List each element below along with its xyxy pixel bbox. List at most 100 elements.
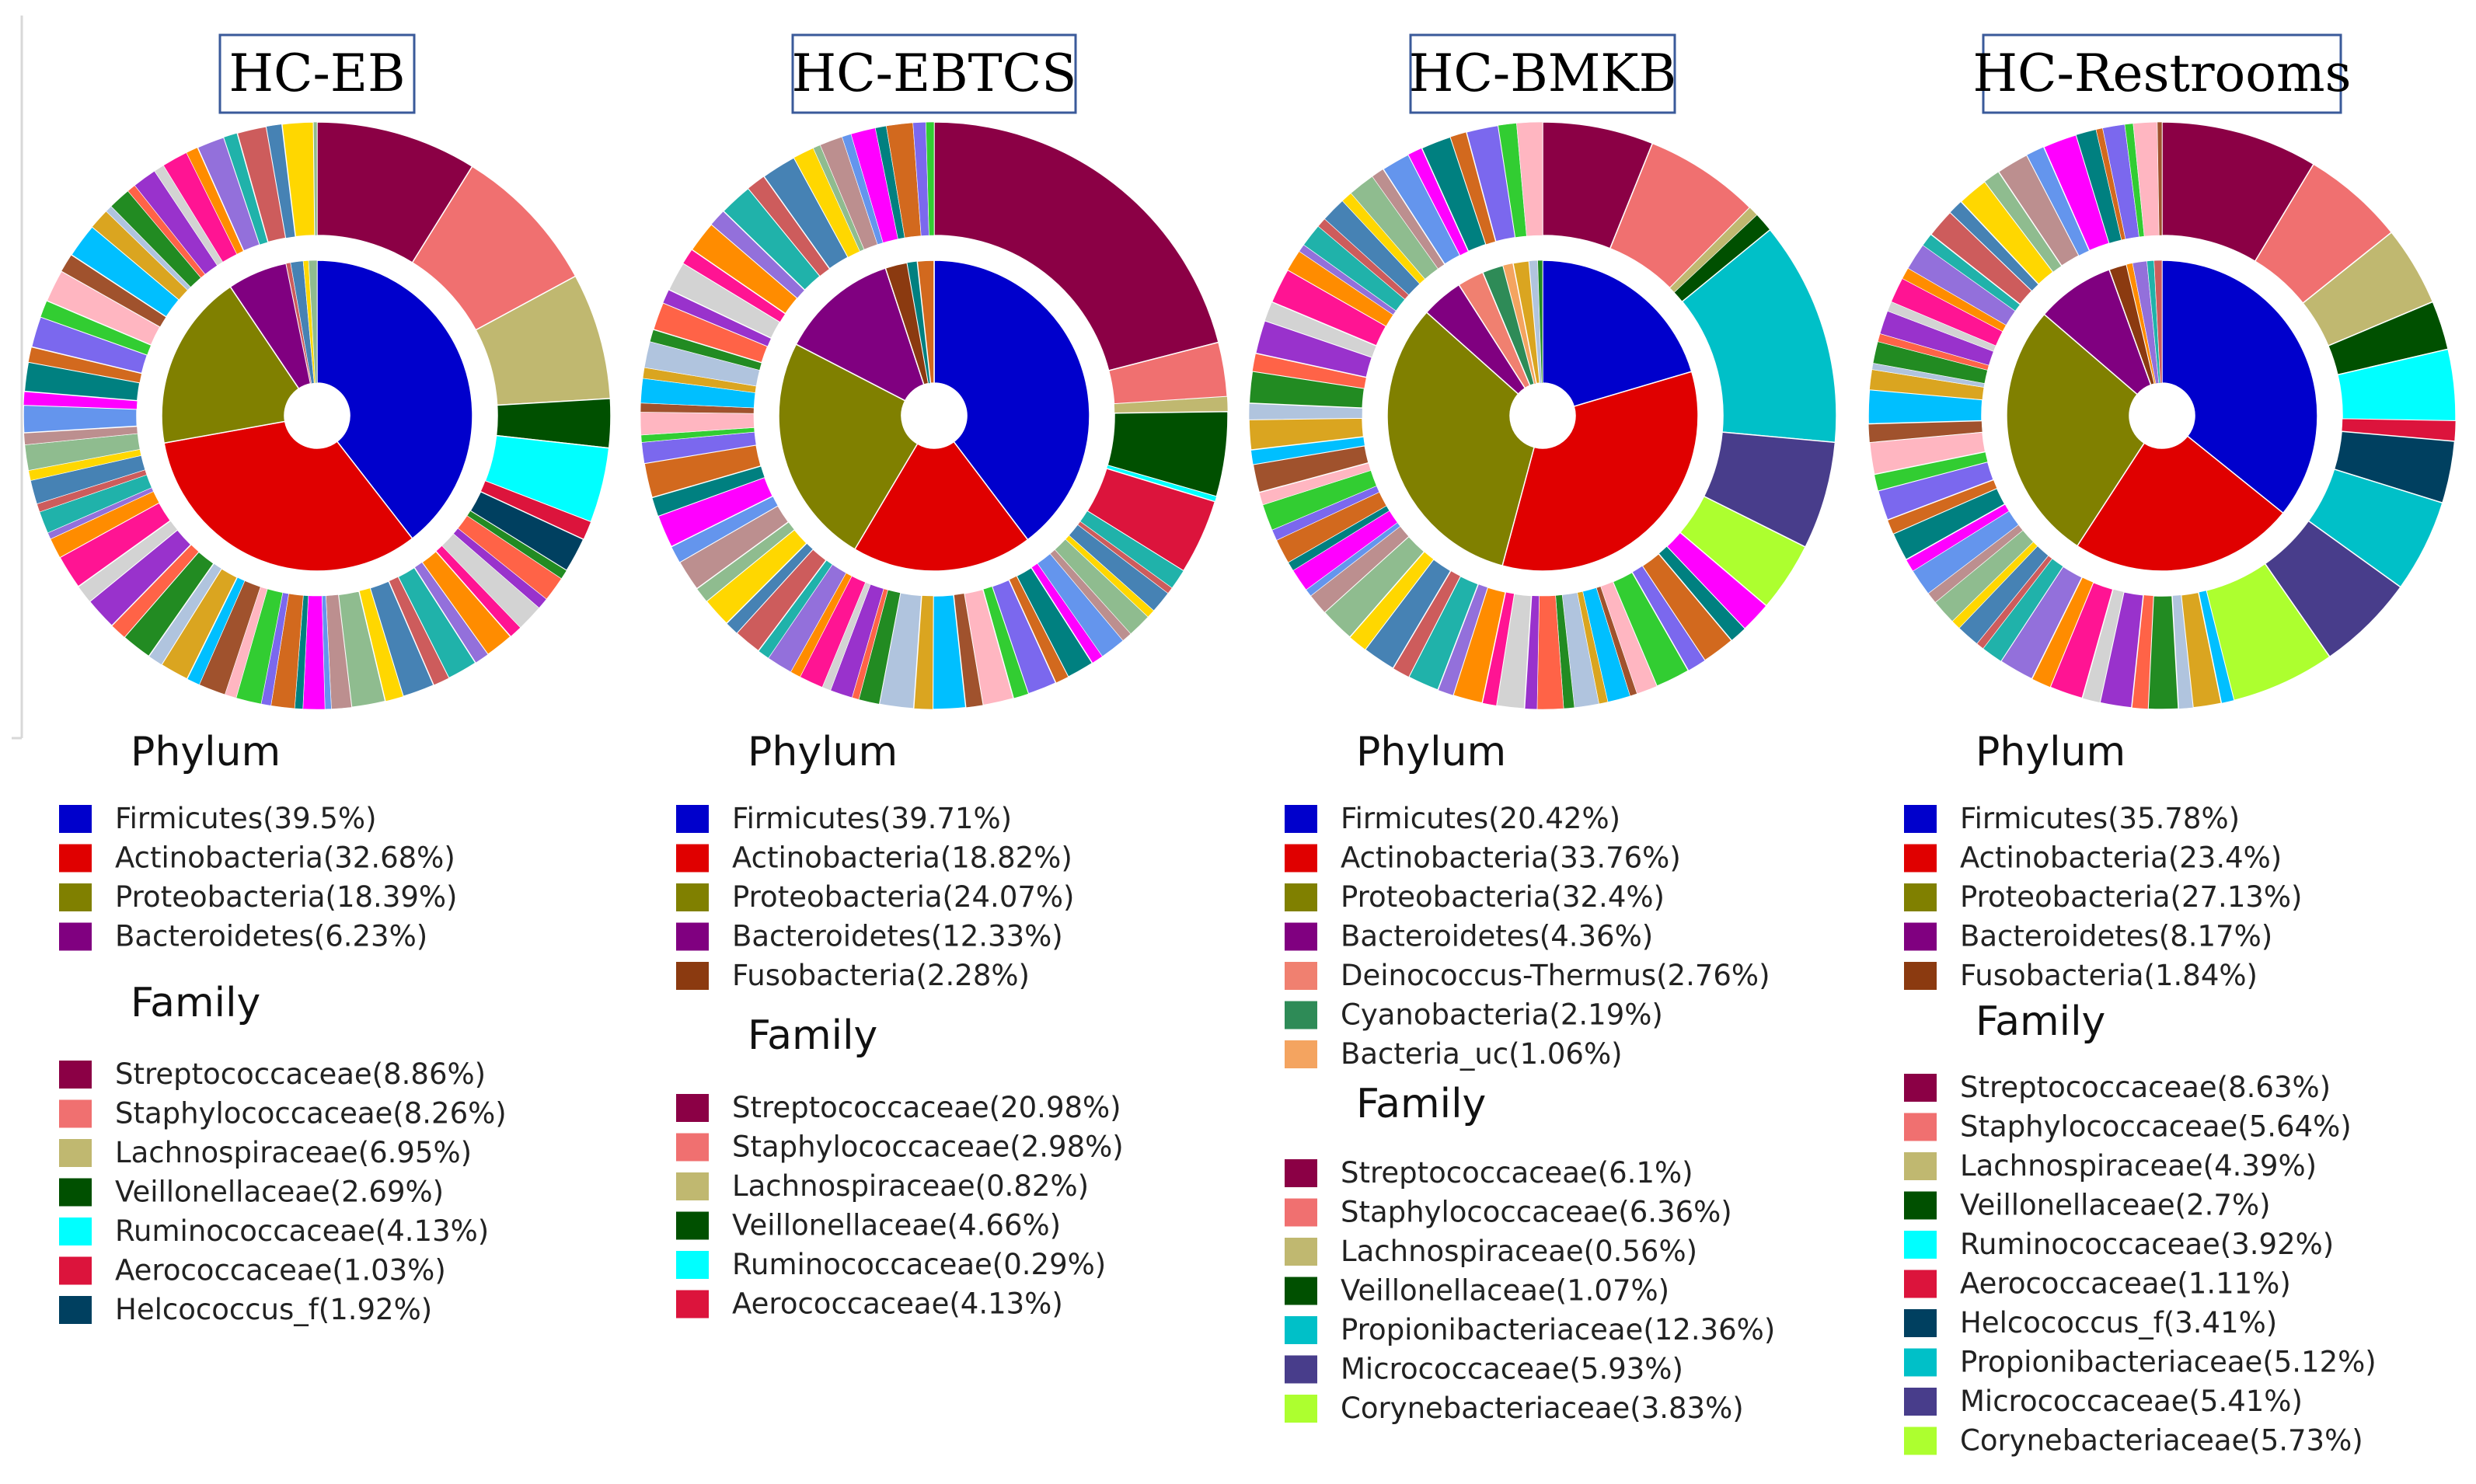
- phylum-slice-Firmicutes: [1542, 260, 1693, 408]
- family-legend-swatch: [1904, 1113, 1937, 1141]
- phylum-slice-Firmicutes: [316, 260, 473, 540]
- family-legend-swatch: [59, 1296, 92, 1324]
- panel-1: HC-EB Phylum Firmicutes(39.5%) Actinobacter…: [23, 33, 612, 1326]
- phylum-slice-other-2: [1537, 260, 1543, 384]
- phylum-legend-label: Actinobacteria(18.82%): [732, 841, 1072, 875]
- phylum-legend-swatch: [1285, 883, 1317, 911]
- phylum-legend-label: Firmicutes(39.5%): [115, 802, 377, 835]
- family-legend-label: Veillonellaceae(2.7%): [1960, 1189, 2271, 1222]
- phylum-legend-swatch: [676, 922, 709, 951]
- phylum-legend-swatch: [1285, 922, 1317, 951]
- family-ring: [1867, 121, 2457, 710]
- family-legend-label: Ruminococcaceae(0.29%): [732, 1248, 1106, 1281]
- family-ring: [640, 121, 1229, 710]
- family-legend-swatch: [59, 1099, 92, 1128]
- panel-title-box: [1409, 33, 1676, 114]
- family-slice-other-53: [1516, 121, 1543, 237]
- family-legend-label: Staphylococcaceae(8.26%): [115, 1097, 507, 1130]
- family-legend-label: Micrococcaceae(5.41%): [1960, 1385, 2303, 1418]
- phylum-slice-Proteobacteria: [2006, 313, 2146, 547]
- family-legend-label: Corynebacteriaceae(3.83%): [1341, 1392, 1744, 1425]
- family-legend-label: Streptococcaceae(8.63%): [1960, 1071, 2331, 1104]
- phylum-legend-swatch: [59, 805, 92, 833]
- family-legend-label: Streptococcaceae(8.86%): [115, 1057, 486, 1091]
- family-legend-label: Propionibacteriaceae(12.36%): [1341, 1313, 1775, 1346]
- phylum-legend-label: Actinobacteria(23.4%): [1960, 841, 2282, 875]
- family-legend-label: Staphylococcaceae(6.36%): [1341, 1196, 1732, 1229]
- family-legend-swatch: [676, 1290, 709, 1319]
- phylum-pie: [778, 260, 1090, 572]
- family-legend-label: Lachnospiraceae(0.82%): [732, 1169, 1089, 1203]
- family-heading: Family: [1976, 998, 2105, 1045]
- family-legend-swatch: [59, 1218, 92, 1245]
- family-legend-swatch: [1904, 1270, 1937, 1298]
- panel-title-box: [791, 33, 1077, 114]
- phylum-legend-label: Proteobacteria(32.4%): [1341, 880, 1665, 914]
- family-legend-swatch: [1285, 1277, 1317, 1305]
- family-legend-swatch: [1904, 1152, 1937, 1180]
- phylum-legend-label: Proteobacteria(27.13%): [1960, 880, 2303, 914]
- phylum-legend-label: Actinobacteria(32.68%): [115, 841, 455, 875]
- family-legend-label: Streptococcaceae(6.1%): [1341, 1156, 1693, 1190]
- family-legend-swatch: [59, 1061, 92, 1089]
- family-legend-label: Ruminococcaceae(4.13%): [115, 1214, 489, 1248]
- phylum-slice-Bacteroidetes: [795, 267, 925, 402]
- family-legend-label: Aerococcaceae(1.11%): [1960, 1267, 2291, 1301]
- family-legend-label: Veillonellaceae(1.07%): [1341, 1274, 1669, 1308]
- family-legend-swatch: [59, 1178, 92, 1207]
- family-legend-label: Aerococcaceae(4.13%): [732, 1287, 1063, 1321]
- phylum-legend-swatch: [1285, 962, 1317, 990]
- phylum-legend-label: Actinobacteria(33.76%): [1341, 841, 1681, 875]
- panel-title: HC-EB: [228, 44, 405, 103]
- phylum-legend-swatch: [1904, 883, 1937, 911]
- family-legend-swatch: [1904, 1388, 1937, 1416]
- family-legend-swatch: [1285, 1355, 1317, 1384]
- family-legend-swatch: [1904, 1231, 1937, 1259]
- family-legend-swatch: [1904, 1191, 1937, 1220]
- phylum-legend-label: Bacteroidetes(12.33%): [732, 920, 1063, 953]
- phylum-legend-swatch: [676, 883, 709, 911]
- phylum-pie: [161, 260, 473, 572]
- family-legend-swatch: [1285, 1159, 1317, 1187]
- phylum-legend-swatch: [59, 883, 92, 911]
- phylum-legend-swatch: [1904, 962, 1937, 990]
- family-legend-swatch: [59, 1139, 92, 1167]
- phylum-legend-swatch: [1285, 805, 1317, 833]
- phylum-slice-Proteobacteria: [778, 343, 919, 550]
- phylum-legend-swatch: [1285, 844, 1317, 873]
- family-legend-swatch: [676, 1133, 709, 1162]
- phylum-legend-label: Bacteria_uc(1.06%): [1341, 1037, 1623, 1071]
- phylum-heading: Phylum: [1356, 729, 1506, 775]
- phylum-legend-label: Deinococcus-Thermus(2.76%): [1341, 959, 1770, 992]
- family-legend-label: Aerococcaceae(1.03%): [115, 1254, 446, 1287]
- phylum-legend-label: Firmicutes(20.42%): [1341, 802, 1620, 835]
- phylum-legend-swatch: [59, 844, 92, 873]
- phylum-pie: [1386, 260, 1699, 572]
- family-slice-Streptococcaceae: [933, 121, 1219, 371]
- panel-title: HC-EBTCS: [792, 44, 1077, 103]
- family-legend-label: Lachnospiraceae(4.39%): [1960, 1149, 2317, 1183]
- phylum-legend-swatch: [676, 962, 709, 990]
- phylum-slice-other-3: [2153, 260, 2163, 384]
- phylum-slice-Firmicutes: [933, 260, 1090, 541]
- phylum-legend-swatch: [1285, 1001, 1317, 1029]
- family-legend-label: Micrococcaceae(5.93%): [1341, 1353, 1683, 1386]
- phylum-legend-label: Proteobacteria(24.07%): [732, 880, 1075, 914]
- panel-4: HC-Restrooms Phylum Firmicutes(35.78%) Acti…: [1867, 33, 2457, 1458]
- phylum-slice-Proteobacteria: [161, 286, 300, 444]
- phylum-legend-label: Fusobacteria(1.84%): [1960, 959, 2258, 992]
- phylum-slice-Firmicutes: [2161, 260, 2318, 514]
- phylum-legend-swatch: [676, 805, 709, 833]
- family-legend-swatch: [676, 1172, 709, 1200]
- phylum-slice-Actinobacteria: [2076, 435, 2284, 572]
- panel-title-box: [218, 33, 416, 114]
- family-slice-other-47: [2157, 121, 2163, 236]
- family-slice-other-59: [312, 121, 318, 236]
- phylum-heading: Phylum: [748, 729, 898, 775]
- phylum-slice-Actinobacteria: [1501, 371, 1699, 572]
- family-legend-swatch: [59, 1256, 92, 1285]
- family-legend-label: Streptococcaceae(20.98%): [732, 1091, 1121, 1124]
- family-legend-swatch: [1285, 1238, 1317, 1266]
- phylum-slice-Actinobacteria: [853, 441, 1029, 572]
